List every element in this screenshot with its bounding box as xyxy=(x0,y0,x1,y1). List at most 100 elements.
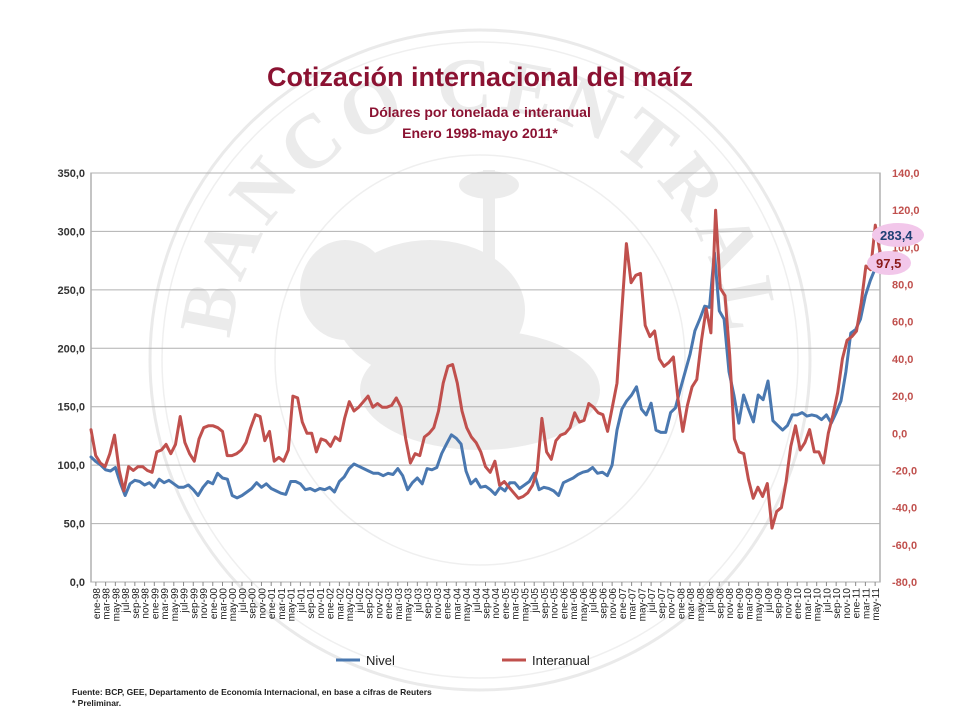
x-tick-label: jul-99 xyxy=(180,588,191,614)
x-tick-label: sep-98 xyxy=(131,588,142,619)
x-tick-label: may-07 xyxy=(637,588,648,622)
preliminary-note: * Preliminar. xyxy=(72,698,122,708)
x-tick-label: nov-01 xyxy=(316,588,327,619)
x-tick-label: jul-98 xyxy=(121,588,132,614)
x-tick-label: jul-09 xyxy=(764,588,775,614)
x-tick-label: mar-07 xyxy=(628,588,639,620)
x-tick-label: sep-99 xyxy=(189,588,200,619)
y-left-tick-label: 50,0 xyxy=(64,519,85,531)
legend-label-nivel: Nivel xyxy=(366,653,395,668)
y-right-tick-label: 120,0 xyxy=(892,205,920,217)
x-tick-label: mar-05 xyxy=(511,588,522,620)
chart-subtitle: Dólares por tonelada e interanual xyxy=(369,104,591,120)
x-tick-label: may-05 xyxy=(520,588,531,622)
y-right-tick-label: -20,0 xyxy=(892,465,917,477)
x-tick-label: mar-09 xyxy=(745,588,756,620)
x-tick-label: mar-04 xyxy=(452,588,463,620)
x-tick-label: sep-09 xyxy=(774,588,785,619)
x-tick-label: mar-01 xyxy=(277,588,288,620)
x-tick-label: mar-03 xyxy=(394,588,405,620)
x-tick-label: may-01 xyxy=(287,588,298,622)
x-tick-label: jul-08 xyxy=(706,588,717,614)
x-tick-label: nov-08 xyxy=(725,588,736,619)
x-tick-label: mar-11 xyxy=(861,588,872,619)
x-tick-label: sep-07 xyxy=(657,588,668,619)
x-tick-label: mar-99 xyxy=(160,588,171,620)
last-value-nivel: 283,4 xyxy=(880,228,913,243)
plot-area xyxy=(90,172,881,583)
x-tick-label: jul-01 xyxy=(296,588,307,614)
x-tick-label: ene-08 xyxy=(676,588,687,620)
y-left-tick-label: 150,0 xyxy=(57,402,85,414)
y-right-tick-label: -60,0 xyxy=(892,540,917,552)
x-tick-label: may-11 xyxy=(871,588,882,621)
label-bg-nivel xyxy=(872,223,924,247)
x-tick-label: ene-09 xyxy=(735,588,746,620)
x-tick-label: ene-06 xyxy=(559,588,570,620)
x-tick-label: sep-06 xyxy=(598,588,609,619)
x-tick-label: ene-07 xyxy=(618,588,629,620)
x-tick-label: mar-98 xyxy=(102,588,113,620)
x-tick-label: may-04 xyxy=(462,588,473,622)
x-tick-label: sep-03 xyxy=(423,588,434,619)
x-tick-label: may-99 xyxy=(170,588,181,622)
x-tick-label: jul-00 xyxy=(238,588,249,614)
y-left-tick-label: 300,0 xyxy=(57,226,85,238)
x-tick-label: jul-02 xyxy=(355,588,366,614)
y-right-tick-label: 0,0 xyxy=(892,428,907,440)
x-tick-label: ene-00 xyxy=(209,588,220,620)
x-tick-label: may-00 xyxy=(228,588,239,622)
x-tick-label: nov-10 xyxy=(842,588,853,619)
x-tick-label: jul-06 xyxy=(589,588,600,614)
x-tick-label: mar-02 xyxy=(335,588,346,620)
x-tick-label: jul-10 xyxy=(822,588,833,614)
y-right-tick-label: -80,0 xyxy=(892,577,917,589)
legend-label-interanual: Interanual xyxy=(532,653,590,668)
x-tick-label: nov-06 xyxy=(608,588,619,619)
last-value-interanual: 97,5 xyxy=(876,256,901,271)
x-tick-label: mar-06 xyxy=(569,588,580,620)
x-tick-label: nov-07 xyxy=(667,588,678,619)
y-right-tick-label: 140,0 xyxy=(892,168,920,180)
series-line-nivel xyxy=(89,249,882,500)
x-tick-label: mar-08 xyxy=(686,588,697,620)
label-bg-interanual xyxy=(867,251,911,275)
x-tick-label: sep-10 xyxy=(832,588,843,619)
y-right-tick-label: 80,0 xyxy=(892,280,913,292)
chart-period: Enero 1998-mayo 2011* xyxy=(402,125,558,141)
x-tick-label: may-09 xyxy=(754,588,765,622)
y-left-tick-label: 100,0 xyxy=(57,460,85,472)
x-tick-label: nov-04 xyxy=(491,588,502,619)
x-tick-label: sep-00 xyxy=(248,588,259,619)
y-left-tick-label: 200,0 xyxy=(57,343,85,355)
x-tick-label: ene-11 xyxy=(852,588,863,619)
x-tick-label: sep-04 xyxy=(482,588,493,619)
x-tick-label: sep-02 xyxy=(365,588,376,619)
y-left-tick-label: 350,0 xyxy=(57,168,85,180)
x-tick-label: nov-03 xyxy=(433,588,444,619)
source-note: Fuente: BCP, GEE, Departamento de Econom… xyxy=(72,687,432,697)
chart-title: Cotización internacional del maíz xyxy=(266,62,694,92)
lion-seal-icon xyxy=(300,170,600,450)
y-right-tick-label: 60,0 xyxy=(892,317,913,329)
x-tick-label: jul-07 xyxy=(647,588,658,614)
x-tick-label: nov-05 xyxy=(550,588,561,619)
x-tick-label: sep-08 xyxy=(715,588,726,619)
x-tick-label: may-03 xyxy=(404,588,415,622)
x-tick-label: ene-02 xyxy=(326,588,337,620)
x-tick-label: nov-00 xyxy=(257,588,268,619)
y-right-tick-label: 40,0 xyxy=(892,354,913,366)
x-tick-label: ene-05 xyxy=(501,588,512,620)
x-tick-label: jul-03 xyxy=(413,588,424,614)
x-tick-label: mar-00 xyxy=(219,588,230,620)
x-tick-label: ene-01 xyxy=(267,588,278,620)
x-tick-label: sep-01 xyxy=(306,588,317,619)
x-tick-label: jul-04 xyxy=(472,588,483,614)
series-line-interanual xyxy=(89,208,882,530)
y-left-tick-label: 250,0 xyxy=(57,285,85,297)
x-tick-label: may-08 xyxy=(696,588,707,622)
x-tick-label: nov-98 xyxy=(141,588,152,619)
y-right-tick-label: -40,0 xyxy=(892,503,917,515)
